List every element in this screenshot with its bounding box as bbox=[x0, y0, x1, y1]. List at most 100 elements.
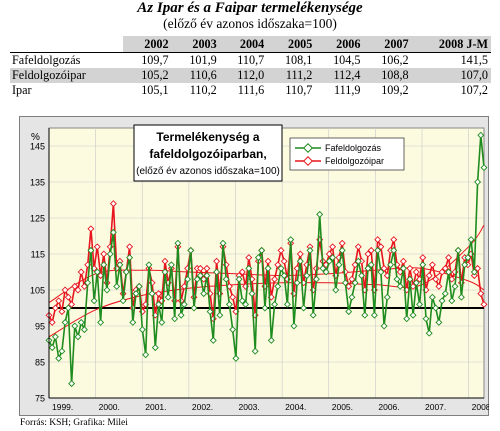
data-point bbox=[354, 243, 362, 251]
data-point bbox=[77, 268, 85, 276]
x-tick-label: 2001. bbox=[145, 402, 166, 412]
table-cell: 108,8 bbox=[363, 68, 412, 83]
data-point bbox=[425, 272, 433, 280]
data-point bbox=[477, 290, 485, 298]
data-point bbox=[393, 275, 401, 283]
data-point bbox=[377, 243, 385, 251]
data-point bbox=[148, 290, 156, 298]
data-point bbox=[303, 272, 311, 280]
data-point bbox=[377, 268, 385, 276]
data-point bbox=[103, 286, 111, 294]
data-point bbox=[138, 326, 146, 334]
data-point bbox=[55, 297, 63, 305]
data-point bbox=[358, 272, 366, 280]
data-point bbox=[177, 311, 185, 319]
data-point bbox=[287, 236, 295, 244]
data-point bbox=[390, 246, 398, 254]
data-point bbox=[432, 304, 440, 312]
data-point bbox=[51, 333, 59, 341]
data-point bbox=[435, 282, 443, 290]
data-point bbox=[235, 272, 243, 280]
x-tick-label: 2000. bbox=[99, 402, 120, 412]
table-cell: 111,9 bbox=[333, 83, 361, 97]
data-point bbox=[406, 264, 414, 272]
y-tick-label: 145 bbox=[30, 142, 45, 152]
data-point bbox=[280, 272, 288, 280]
legend: Fafeldolgozás Feldolgozóipar bbox=[289, 137, 405, 171]
data-point bbox=[64, 304, 72, 312]
table-cell: 141,5 bbox=[411, 52, 491, 68]
data-point bbox=[251, 347, 259, 355]
data-point bbox=[238, 297, 246, 305]
table-cell: 110,6 bbox=[171, 68, 220, 83]
data-point bbox=[106, 250, 114, 258]
data-point bbox=[406, 275, 414, 283]
data-point bbox=[155, 300, 163, 308]
table-header-row: 2002 2003 2004 2005 2006 2007 2008 J-M bbox=[10, 36, 491, 53]
data-point bbox=[164, 293, 172, 301]
data-point bbox=[399, 257, 407, 265]
data-point bbox=[216, 311, 224, 319]
table-cell: 107,0 bbox=[411, 68, 491, 83]
data-point bbox=[345, 308, 353, 316]
data-point bbox=[187, 246, 195, 254]
data-point bbox=[396, 282, 404, 290]
table-cell: 111,2 bbox=[267, 68, 316, 83]
row-label: Feldolgozóipar bbox=[10, 68, 124, 83]
data-point bbox=[109, 200, 117, 208]
y-tick-label: 125 bbox=[30, 214, 45, 224]
data-point bbox=[222, 275, 230, 283]
page-subtitle: (előző év azonos időszaka=100) bbox=[163, 16, 337, 31]
data-point bbox=[264, 257, 272, 265]
data-point bbox=[306, 243, 314, 251]
data-point bbox=[119, 297, 127, 305]
data-point bbox=[474, 264, 482, 272]
data-point bbox=[277, 246, 285, 254]
data-point bbox=[196, 272, 204, 280]
data-point bbox=[329, 254, 337, 262]
data-point bbox=[100, 250, 108, 258]
data-point bbox=[213, 268, 221, 276]
data-point bbox=[116, 261, 124, 269]
data-point bbox=[55, 354, 63, 362]
table-cell: 105,2 bbox=[123, 68, 172, 83]
data-point bbox=[416, 300, 424, 308]
data-point bbox=[225, 300, 233, 308]
table-cell: 111,6 bbox=[237, 83, 265, 97]
productivity-table: 2002 2003 2004 2005 2006 2007 2008 J-M F… bbox=[10, 36, 491, 98]
data-point bbox=[245, 254, 253, 262]
data-point bbox=[274, 282, 282, 290]
y-tick-label: 95 bbox=[35, 322, 45, 332]
data-point bbox=[312, 275, 320, 283]
table-cell: 104,5 bbox=[315, 52, 364, 68]
data-point bbox=[316, 210, 324, 218]
data-point bbox=[174, 239, 182, 247]
data-point bbox=[438, 268, 446, 276]
series-line-fafeldolgozas bbox=[48, 135, 485, 384]
data-point bbox=[77, 318, 85, 326]
data-point bbox=[48, 344, 56, 352]
data-point bbox=[122, 268, 130, 276]
data-point bbox=[283, 300, 291, 308]
data-point bbox=[341, 279, 349, 287]
table-row: Fafeldolgozás 109,7 101,9 110,7 108,1 10… bbox=[10, 52, 491, 68]
series-layer bbox=[45, 131, 488, 388]
data-point bbox=[196, 264, 204, 272]
y-tick-label: 135 bbox=[30, 178, 45, 188]
x-tick-label: 2007. bbox=[425, 402, 446, 412]
data-point bbox=[322, 268, 330, 276]
data-point bbox=[354, 257, 362, 265]
chart-title-box: Termelékenység a fafeldolgozóiparban, (e… bbox=[133, 124, 283, 182]
data-point bbox=[309, 311, 317, 319]
legend-label: Fafeldolgozás bbox=[325, 143, 382, 153]
y-tick-label: 105 bbox=[30, 286, 45, 296]
data-point bbox=[68, 300, 76, 308]
data-point bbox=[428, 261, 436, 269]
column-header: 2004 bbox=[219, 36, 268, 53]
data-point bbox=[345, 282, 353, 290]
data-point bbox=[232, 354, 240, 362]
data-point bbox=[229, 293, 237, 301]
data-point bbox=[58, 347, 66, 355]
table-row: Ipar 105,1 110,2 111,6 110,7 111,9 109,2… bbox=[10, 83, 491, 98]
table-cell: 105,1 bbox=[141, 83, 169, 97]
